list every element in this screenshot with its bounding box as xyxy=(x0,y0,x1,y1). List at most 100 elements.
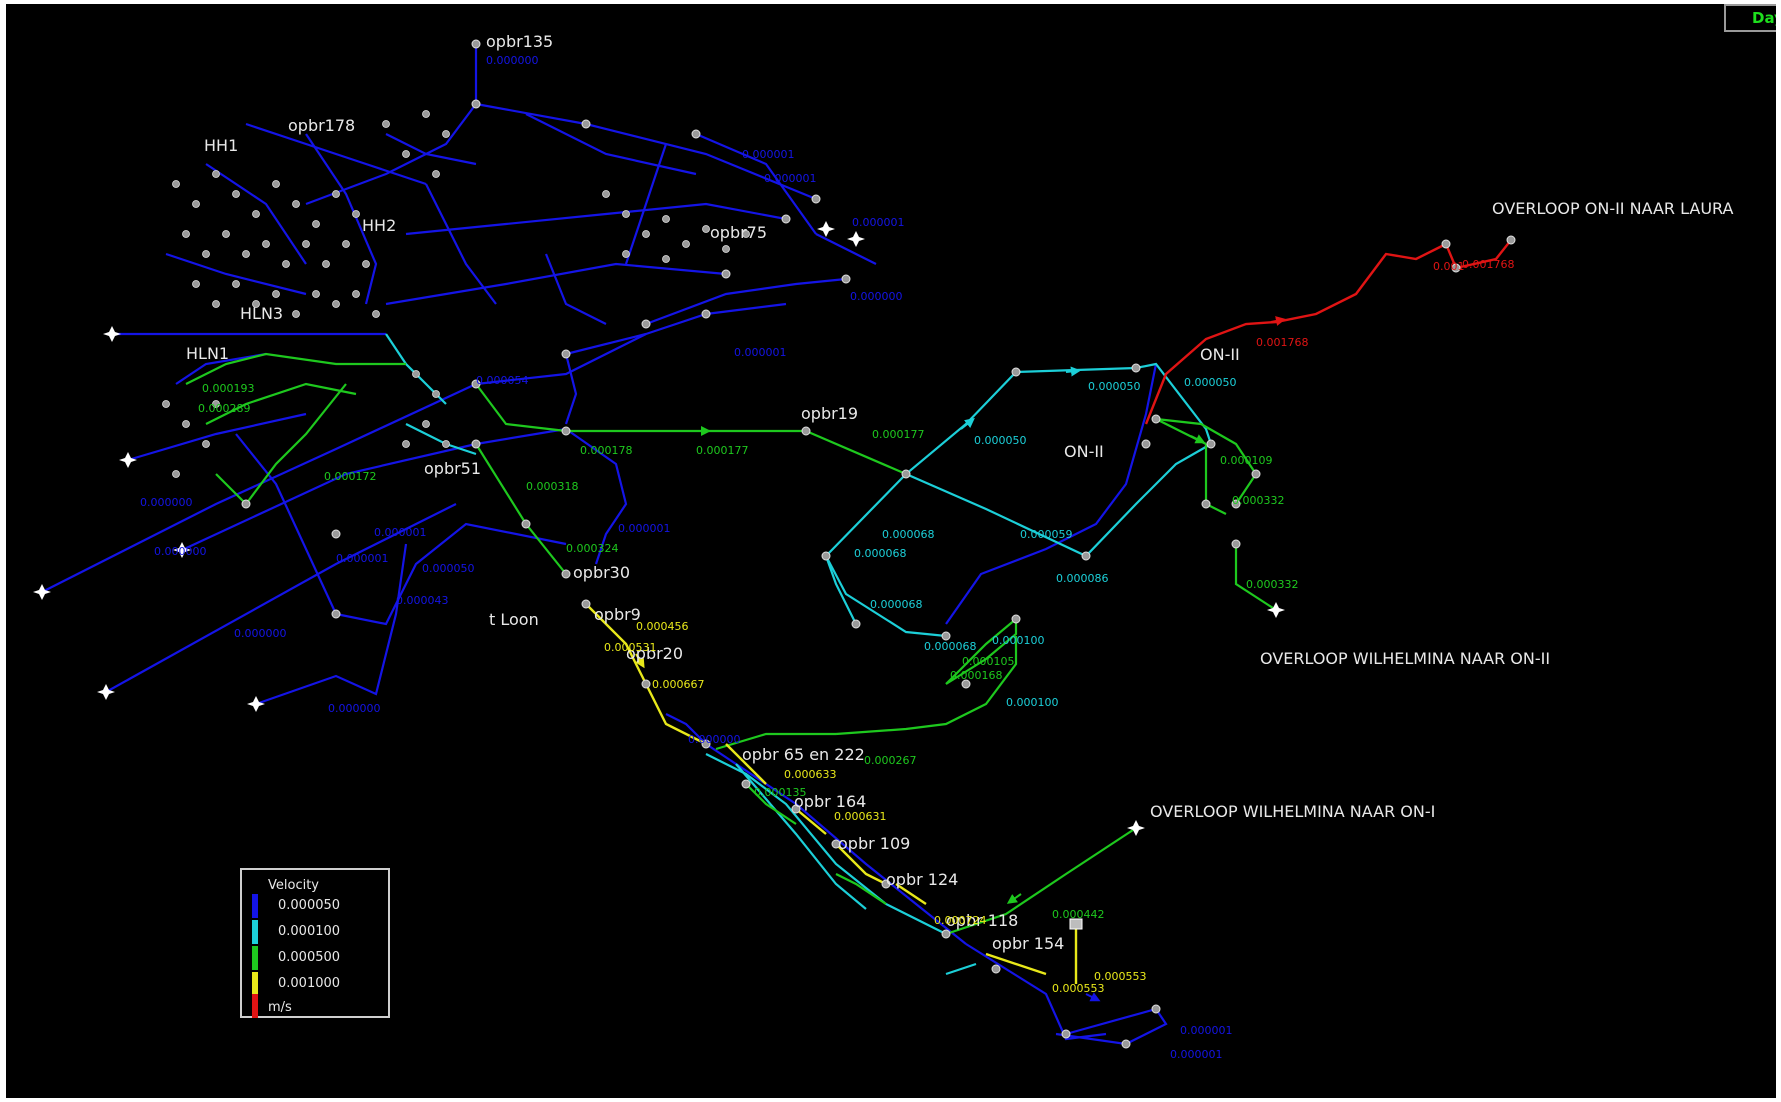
node xyxy=(302,240,310,248)
sewer-network-svg[interactable] xyxy=(6,4,1776,1098)
blue-pipe xyxy=(564,353,578,425)
node xyxy=(1441,239,1451,249)
node xyxy=(682,240,690,248)
node xyxy=(192,200,200,208)
value-label-blue: 0.000000 xyxy=(234,627,287,640)
nodes xyxy=(241,39,1516,1049)
cyan-pipe xyxy=(705,753,947,935)
value-label-cyan: 0.000068 xyxy=(870,598,923,611)
node xyxy=(471,99,481,109)
legend-swatch-red xyxy=(252,994,258,1018)
node xyxy=(422,420,430,428)
node xyxy=(1206,439,1216,449)
node xyxy=(352,290,360,298)
label-opbr178: opbr178 xyxy=(288,116,356,135)
value-label-red: 0.001 xyxy=(1433,260,1465,273)
legend-swatch-blue xyxy=(252,894,258,918)
blue-pipe xyxy=(624,143,668,265)
outfall-marker xyxy=(817,221,835,237)
node xyxy=(342,240,350,248)
green-pipes xyxy=(185,352,1277,936)
node xyxy=(721,269,731,279)
legend-value: 0.000500 xyxy=(278,950,341,965)
label-overloop-wilhelmina-on1: OVERLOOP WILHELMINA NAAR ON-I xyxy=(1150,802,1436,821)
green-pipe xyxy=(715,732,836,751)
value-label-blue: 0.000000 xyxy=(140,496,193,509)
label-opbr109: opbr 109 xyxy=(838,834,911,853)
red-pipes xyxy=(1144,239,1512,425)
node xyxy=(272,290,280,298)
day-view-tab[interactable]: Day xyxy=(1724,4,1776,32)
green-pipe xyxy=(205,382,357,425)
label-opbr124: opbr 124 xyxy=(886,870,959,889)
legend-swatch-cyan xyxy=(252,920,258,944)
network-map-canvas[interactable]: OVERLOOP ON-II NAAR LAURA OVERLOOP WILHE… xyxy=(6,4,1776,1098)
green-pipe xyxy=(945,618,1017,685)
blue-pipe xyxy=(127,412,307,462)
node xyxy=(422,110,430,118)
arrow-green xyxy=(1190,434,1206,444)
value-label-green: 0.000168 xyxy=(950,669,1003,682)
node xyxy=(791,804,801,814)
green-pipe xyxy=(1234,544,1277,611)
legend-unit: m/s xyxy=(268,1000,292,1015)
node xyxy=(521,519,531,529)
blue-pipe xyxy=(475,102,817,201)
value-label-red: 0.001768 xyxy=(1256,336,1309,349)
blue-pipe xyxy=(41,383,477,593)
arrow-green xyxy=(1006,893,1022,904)
node xyxy=(881,879,891,889)
node xyxy=(1231,539,1241,549)
label-opbr51: opbr51 xyxy=(424,459,482,478)
node xyxy=(202,440,210,448)
node xyxy=(432,170,440,178)
label-hh2: HH2 xyxy=(362,216,397,235)
node xyxy=(202,250,210,258)
cyan-pipe xyxy=(1015,362,1213,445)
node xyxy=(292,200,300,208)
yellow-pipe xyxy=(985,952,1047,976)
node xyxy=(332,300,340,308)
node xyxy=(471,39,481,49)
cyan-pipe xyxy=(405,423,477,456)
legend-value: 0.001000 xyxy=(278,976,341,991)
node xyxy=(1201,499,1211,509)
value-label-blue: 0.000001 xyxy=(336,552,389,565)
label-opbr118: opbr 118 xyxy=(946,911,1019,930)
node xyxy=(1011,614,1021,624)
value-label-yellow: 0.000456 xyxy=(636,620,689,633)
green-pipe xyxy=(945,827,1137,936)
value-label-green: 0.000105 xyxy=(962,655,1015,668)
node xyxy=(192,280,200,288)
blue-pipe xyxy=(175,352,267,385)
label-opbr135: opbr135 xyxy=(486,32,554,51)
cyan-pipe xyxy=(905,443,1212,558)
blue-pipe xyxy=(525,113,697,176)
value-label-green: 0.000332 xyxy=(1232,494,1285,507)
outfall-marker xyxy=(1127,820,1145,836)
green-pipe xyxy=(835,636,1018,736)
node xyxy=(602,190,610,198)
green-pipe xyxy=(215,473,247,505)
node xyxy=(331,609,341,619)
label-overloop-wilhelmina-on2: OVERLOOP WILHELMINA NAAR ON-II xyxy=(1260,649,1551,668)
blue-pipe xyxy=(665,713,707,745)
node xyxy=(292,310,300,318)
value-label-yellow: 0.000724 xyxy=(934,914,987,927)
yellow-pipe xyxy=(835,843,887,886)
outfall-markers xyxy=(33,221,1285,836)
green-pipe xyxy=(805,429,907,476)
value-label-blue: 0.000001 xyxy=(618,522,671,535)
value-label-green: 0.000267 xyxy=(864,754,917,767)
value-label-blue: 0.000000 xyxy=(850,290,903,303)
legend-swatch-yellow xyxy=(252,972,258,996)
green-pipe xyxy=(475,443,567,575)
green-pipe xyxy=(835,873,887,905)
legend-row: 0.000050 xyxy=(252,894,382,918)
green-pipe xyxy=(745,783,797,825)
legend-value: 0.000050 xyxy=(278,898,341,913)
value-label-green: 0.000172 xyxy=(324,470,377,483)
cyan-pipe xyxy=(825,555,947,638)
node xyxy=(241,499,251,509)
node xyxy=(232,280,240,288)
